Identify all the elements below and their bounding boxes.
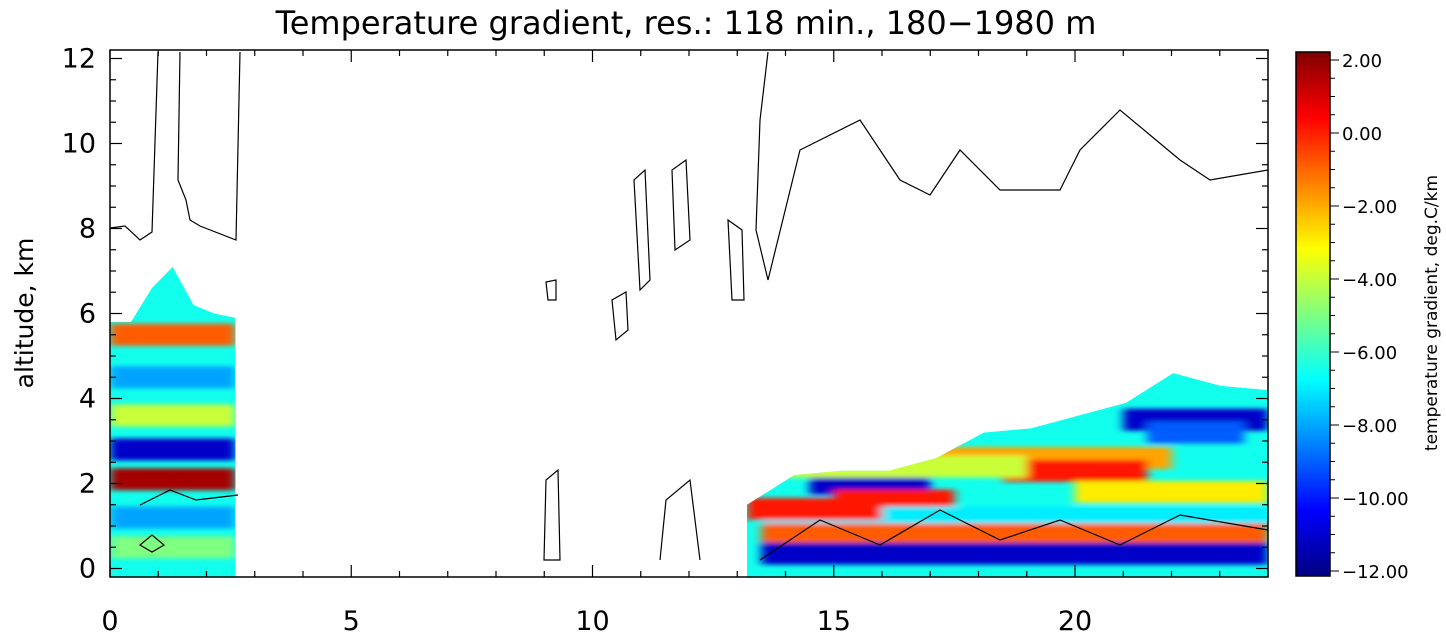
x-tick-label: 5	[343, 606, 360, 637]
colorbar-tick-label: −12.00	[1342, 562, 1409, 583]
plot-area: 0 5 10 15 20 0 2 4 6 8 10 12	[62, 44, 1269, 637]
heat-band	[1075, 481, 1268, 503]
heat-band	[110, 366, 236, 389]
x-tick-label: 15	[817, 606, 851, 637]
x-tick-label: 0	[101, 606, 118, 637]
y-tick-label: 6	[79, 299, 96, 330]
x-tick-label: 20	[1058, 606, 1092, 637]
y-tick-label: 10	[62, 129, 96, 160]
heat-band	[110, 323, 236, 346]
colorbar-label: temperature gradient, deg.C/km	[1422, 175, 1442, 451]
contour-line	[110, 51, 159, 241]
heat-band	[761, 506, 1268, 529]
contour-lines	[110, 51, 1268, 561]
colorbar-tick-label: −4.00	[1342, 270, 1397, 291]
x-axis: 0 5 10 15 20	[101, 50, 1269, 637]
chart-title: Temperature gradient, res.: 118 min., 18…	[275, 4, 1097, 42]
colorbar-ticks: 2.00 0.00 −2.00 −4.00 −6.00 −8.00 −10.00 −12.00	[1330, 51, 1409, 583]
y-axis: 0 2 4 6 8 10 12	[62, 44, 1268, 585]
contour-line	[543, 468, 561, 561]
heat-band	[110, 506, 236, 529]
colorbar-tick-label: 2.00	[1342, 51, 1382, 72]
heat-band	[761, 542, 1268, 565]
colorbar-tick-label: −2.00	[1342, 197, 1397, 218]
colorbar-gradient	[1295, 51, 1331, 577]
heat-band	[110, 536, 236, 559]
heat-band	[110, 438, 236, 461]
heat-band	[809, 472, 931, 495]
y-axis-label: altitude, km	[10, 238, 39, 389]
y-tick-label: 0	[79, 554, 96, 585]
y-tick-label: 2	[79, 469, 96, 500]
colorbar-tick-label: −10.00	[1342, 489, 1409, 510]
contour-line	[139, 489, 239, 506]
heat-band	[110, 404, 236, 427]
contour-line	[755, 51, 1268, 281]
y-tick-label: 12	[62, 44, 96, 75]
contour-line	[545, 279, 557, 301]
y-tick-label: 4	[79, 384, 96, 415]
contour-line	[671, 158, 691, 252]
contour-line	[138, 534, 166, 553]
colorbar-tick-label: 0.00	[1342, 124, 1382, 145]
contour-line	[659, 478, 701, 561]
colorbar: 2.00 0.00 −2.00 −4.00 −6.00 −8.00 −10.00 −12.00…	[1295, 51, 1442, 583]
heat-band	[1002, 459, 1148, 482]
contour-line	[611, 290, 629, 342]
heat-band	[746, 498, 882, 520]
contour-line	[633, 168, 651, 292]
colorbar-tick-label: −8.00	[1342, 416, 1397, 437]
contour-line	[177, 51, 241, 241]
contour-line	[727, 218, 745, 301]
heat-band	[1147, 421, 1244, 444]
contour-line	[759, 509, 1268, 561]
y-tick-label: 8	[79, 214, 96, 245]
heat-band	[110, 468, 236, 491]
x-tick-label: 10	[575, 606, 609, 637]
colorbar-tick-label: −6.00	[1342, 343, 1397, 364]
